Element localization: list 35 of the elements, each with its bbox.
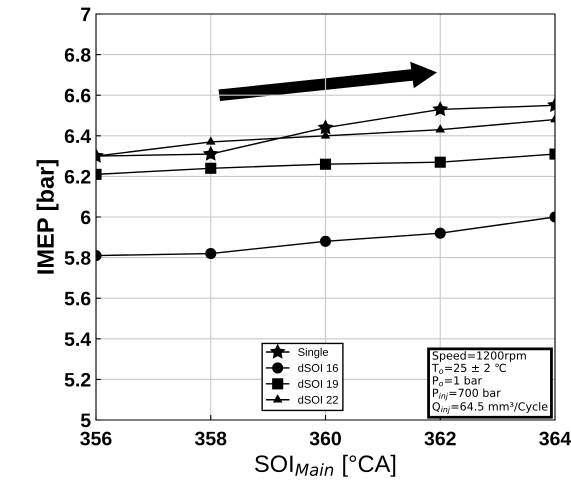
y-tick-label: 6 (81, 210, 90, 224)
y-tick-label: 5.4 (64, 332, 92, 346)
x-tick-label: 362 (424, 432, 456, 446)
point (320, 130, 330, 139)
point (434, 156, 446, 168)
y-tick-label: 6.6 (64, 88, 90, 102)
y-tick-label: 7 (81, 8, 90, 22)
point (435, 124, 446, 132)
x-tick-label: 364 (539, 432, 571, 446)
legend-label: Single (298, 348, 328, 358)
x-axis-title: SOI$_{Main}$ [°CA] (255, 454, 396, 477)
y-tick-label: 6.8 (64, 48, 91, 62)
legend-label: dSOI 16 (298, 364, 338, 372)
y-tick-label: 6.2 (64, 170, 90, 184)
y-tick-label: 5.8 (64, 251, 91, 265)
x-tick-label: 360 (310, 432, 341, 446)
point (318, 119, 334, 134)
point (205, 162, 216, 174)
text: Speed=1200rpm T$_{o}$=25 ± 2 ℃ P$_{o}$=1 bar P$_{inj}$=700 bar Q$_{inj}$=64.5 mm³/Cycle (432, 351, 548, 414)
y-axis-title: IMEP [bar] (36, 160, 59, 274)
y-tick-label: 6.4 (64, 129, 92, 144)
legend-label: dSOI 19 (298, 380, 338, 388)
point (206, 136, 216, 145)
point (434, 228, 446, 239)
x-tick-label: 356 (80, 432, 112, 446)
y-tick-label: 5 (80, 414, 91, 428)
legend-label: dSOI 22 (298, 396, 338, 404)
point (320, 158, 332, 170)
x-tick-label: 358 (194, 432, 226, 446)
point (205, 248, 216, 260)
point (202, 146, 219, 161)
point (432, 101, 448, 116)
y-tick-label: 5.6 (64, 292, 90, 306)
point (320, 236, 332, 247)
y-tick-label: 5.2 (64, 372, 90, 387)
